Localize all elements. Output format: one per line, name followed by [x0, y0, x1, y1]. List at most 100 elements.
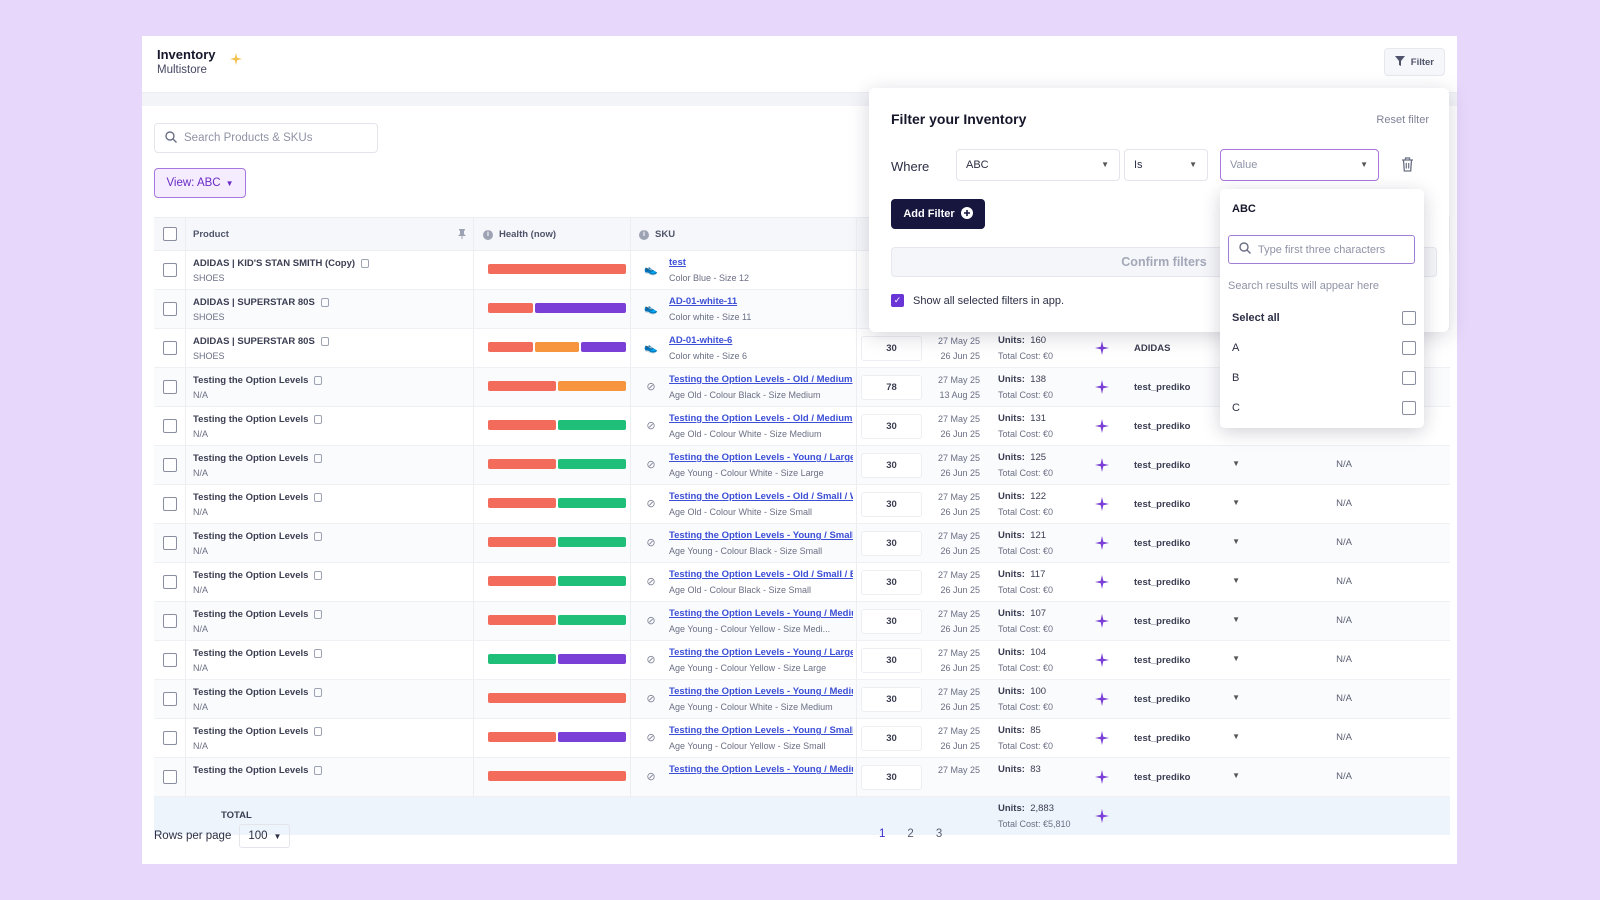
sku-link[interactable]: Testing the Option Levels - Young / Larg…	[669, 647, 853, 658]
add-filter-button[interactable]: Add Filter	[891, 199, 985, 229]
row-checkbox[interactable]	[163, 497, 177, 511]
sku-link[interactable]: Testing the Option Levels - Young / Smal…	[669, 725, 853, 736]
table-row[interactable]: Testing the Option Levels N/A ⊘ Testing the…	[154, 602, 1450, 641]
row-checkbox[interactable]	[163, 653, 177, 667]
sku-link[interactable]: AD-01-white-6	[669, 335, 733, 346]
sku-link[interactable]: Testing the Option Levels - Old / Medium	[669, 374, 853, 385]
copy-icon[interactable]	[314, 765, 323, 775]
supplier-select[interactable]: test_prediko ▼	[1120, 529, 1250, 557]
sku-link[interactable]: Testing the Option Levels - Young / Larg…	[669, 452, 853, 463]
quantity-input[interactable]: 30	[861, 531, 922, 556]
table-row[interactable]: Testing the Option Levels N/A ⊘ Testing the…	[154, 524, 1450, 563]
sku-link[interactable]: Testing the Option Levels - Old / Small …	[669, 491, 853, 502]
supplier-select[interactable]: test_prediko ▼	[1120, 607, 1250, 635]
supplier-select[interactable]: ADIDAS	[1120, 334, 1250, 362]
quantity-input[interactable]: 30	[861, 687, 922, 712]
sparkle-icon[interactable]	[1095, 380, 1109, 397]
page-2-link[interactable]: 2	[907, 828, 914, 840]
copy-icon[interactable]	[314, 609, 323, 619]
sparkle-icon[interactable]	[1095, 536, 1109, 553]
sparkle-icon[interactable]	[1095, 497, 1109, 514]
row-checkbox[interactable]	[163, 380, 177, 394]
checkbox-checked-icon[interactable]: ✓	[891, 294, 904, 307]
row-checkbox[interactable]	[163, 692, 177, 706]
option-select-all[interactable]: Select all	[1232, 308, 1416, 328]
sparkle-icon[interactable]	[1095, 614, 1109, 631]
operator-select[interactable]: Is ▼	[1124, 149, 1208, 181]
sku-link[interactable]: test	[669, 257, 686, 268]
sparkle-icon[interactable]	[1095, 731, 1109, 748]
copy-icon[interactable]	[314, 726, 323, 736]
row-checkbox[interactable]	[163, 731, 177, 745]
option-checkbox[interactable]	[1402, 341, 1416, 355]
row-checkbox[interactable]	[163, 536, 177, 550]
table-row[interactable]: ADIDAS | KID'S STAN SMITH (Copy) SHOES 👟 te…	[154, 251, 1450, 290]
sku-link[interactable]: Testing the Option Levels - Young / Medi…	[669, 608, 853, 619]
copy-icon[interactable]	[314, 687, 323, 697]
table-row[interactable]: Testing the Option Levels N/A ⊘ Testing the…	[154, 719, 1450, 758]
table-row[interactable]: Testing the Option Levels N/A ⊘ Testing the…	[154, 485, 1450, 524]
sparkle-icon[interactable]	[1095, 809, 1109, 826]
filter-button[interactable]: Filter	[1383, 48, 1445, 76]
supplier-select[interactable]: test_prediko	[1120, 412, 1250, 440]
row-checkbox[interactable]	[163, 614, 177, 628]
table-row[interactable]: Testing the Option Levels ⊘ Testing the Op…	[154, 758, 1450, 797]
page-3-link[interactable]: 3	[935, 828, 943, 840]
option-checkbox[interactable]	[1402, 401, 1416, 415]
dropdown-search-input[interactable]: Type first three characters	[1228, 235, 1415, 264]
row-checkbox[interactable]	[163, 302, 177, 316]
supplier-select[interactable]: test_prediko ▼	[1120, 724, 1250, 752]
view-select[interactable]: View: ABC ▼	[154, 168, 246, 198]
reset-filter-link[interactable]: Reset filter	[1376, 114, 1429, 126]
copy-icon[interactable]	[314, 648, 323, 658]
quantity-input[interactable]: 30	[861, 414, 922, 439]
sku-link[interactable]: Testing the Option Levels - Young / Smal…	[669, 530, 853, 541]
quantity-input[interactable]: 30	[861, 648, 922, 673]
option-checkbox[interactable]	[1402, 371, 1416, 385]
sparkle-icon[interactable]	[1095, 575, 1109, 592]
copy-icon[interactable]	[314, 375, 323, 385]
quantity-input[interactable]: 30	[861, 765, 922, 790]
option-b[interactable]: B	[1232, 368, 1416, 388]
sku-link[interactable]: Testing the Option Levels - Old / Medium	[669, 413, 853, 424]
page-1-link[interactable]: 1	[879, 828, 886, 840]
copy-icon[interactable]	[314, 453, 323, 463]
supplier-select[interactable]: test_prediko ▼	[1120, 568, 1250, 596]
supplier-select[interactable]: test_prediko ▼	[1120, 490, 1250, 518]
sku-link[interactable]: Testing the Option Levels - Young / Medi…	[669, 686, 853, 697]
table-row[interactable]: Testing the Option Levels N/A ⊘ Testing the…	[154, 641, 1450, 680]
table-row[interactable]: Testing the Option Levels N/A ⊘ Testing the…	[154, 407, 1450, 446]
quantity-input[interactable]: 78	[861, 375, 922, 400]
row-checkbox[interactable]	[163, 263, 177, 277]
copy-icon[interactable]	[320, 297, 329, 307]
table-row[interactable]: Testing the Option Levels N/A ⊘ Testing the…	[154, 563, 1450, 602]
sparkle-icon[interactable]	[1095, 692, 1109, 709]
pin-icon[interactable]	[458, 229, 466, 242]
search-input[interactable]: Search Products & SKUs	[154, 123, 378, 153]
table-row[interactable]: ADIDAS | SUPERSTAR 80S SHOES 👟 AD-01-white-…	[154, 329, 1450, 368]
quantity-input[interactable]: 30	[861, 453, 922, 478]
option-a[interactable]: A	[1232, 338, 1416, 358]
field-select[interactable]: ABC ▼	[956, 149, 1120, 181]
copy-icon[interactable]	[320, 336, 329, 346]
quantity-input[interactable]: 30	[861, 570, 922, 595]
quantity-input[interactable]: 30	[861, 336, 922, 361]
row-checkbox[interactable]	[163, 770, 177, 784]
row-checkbox[interactable]	[163, 341, 177, 355]
copy-icon[interactable]	[314, 492, 323, 502]
sku-link[interactable]: Testing the Option Levels - Young / Medi…	[669, 764, 853, 775]
sparkle-icon[interactable]	[1095, 458, 1109, 475]
select-all-checkbox[interactable]	[163, 227, 177, 241]
value-select[interactable]: Value ▼	[1220, 149, 1379, 181]
copy-icon[interactable]	[314, 570, 323, 580]
table-row[interactable]: Testing the Option Levels N/A ⊘ Testing the…	[154, 680, 1450, 719]
column-product[interactable]: Product	[193, 218, 229, 251]
sparkle-icon[interactable]	[1095, 341, 1109, 358]
supplier-select[interactable]: test_prediko ▼	[1120, 763, 1250, 791]
row-checkbox[interactable]	[163, 419, 177, 433]
copy-icon[interactable]	[314, 531, 323, 541]
copy-icon[interactable]	[361, 258, 370, 268]
copy-icon[interactable]	[314, 414, 323, 424]
show-all-toggle[interactable]: ✓ Show all selected filters in app.	[891, 294, 1064, 307]
quantity-input[interactable]: 30	[861, 492, 922, 517]
